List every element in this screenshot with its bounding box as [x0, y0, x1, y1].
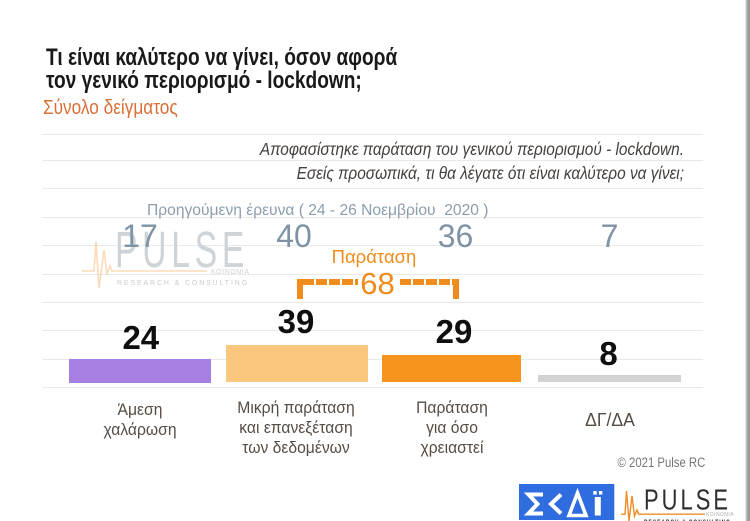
svg-text:PULSE: PULSE [644, 486, 731, 517]
svg-text:ΚΟΙΝΩΝΙΑ: ΚΟΙΝΩΝΙΑ [706, 512, 734, 518]
svg-text:RESEARCH & CONSULTING: RESEARCH & CONSULTING [117, 278, 249, 287]
svg-text:RESEARCH & CONSULTING: RESEARCH & CONSULTING [644, 518, 731, 521]
svg-text:ΚΟΙΝΩΝΙΑ: ΚΟΙΝΩΝΙΑ [211, 269, 250, 276]
svg-text:PULSE: PULSE [115, 221, 249, 278]
